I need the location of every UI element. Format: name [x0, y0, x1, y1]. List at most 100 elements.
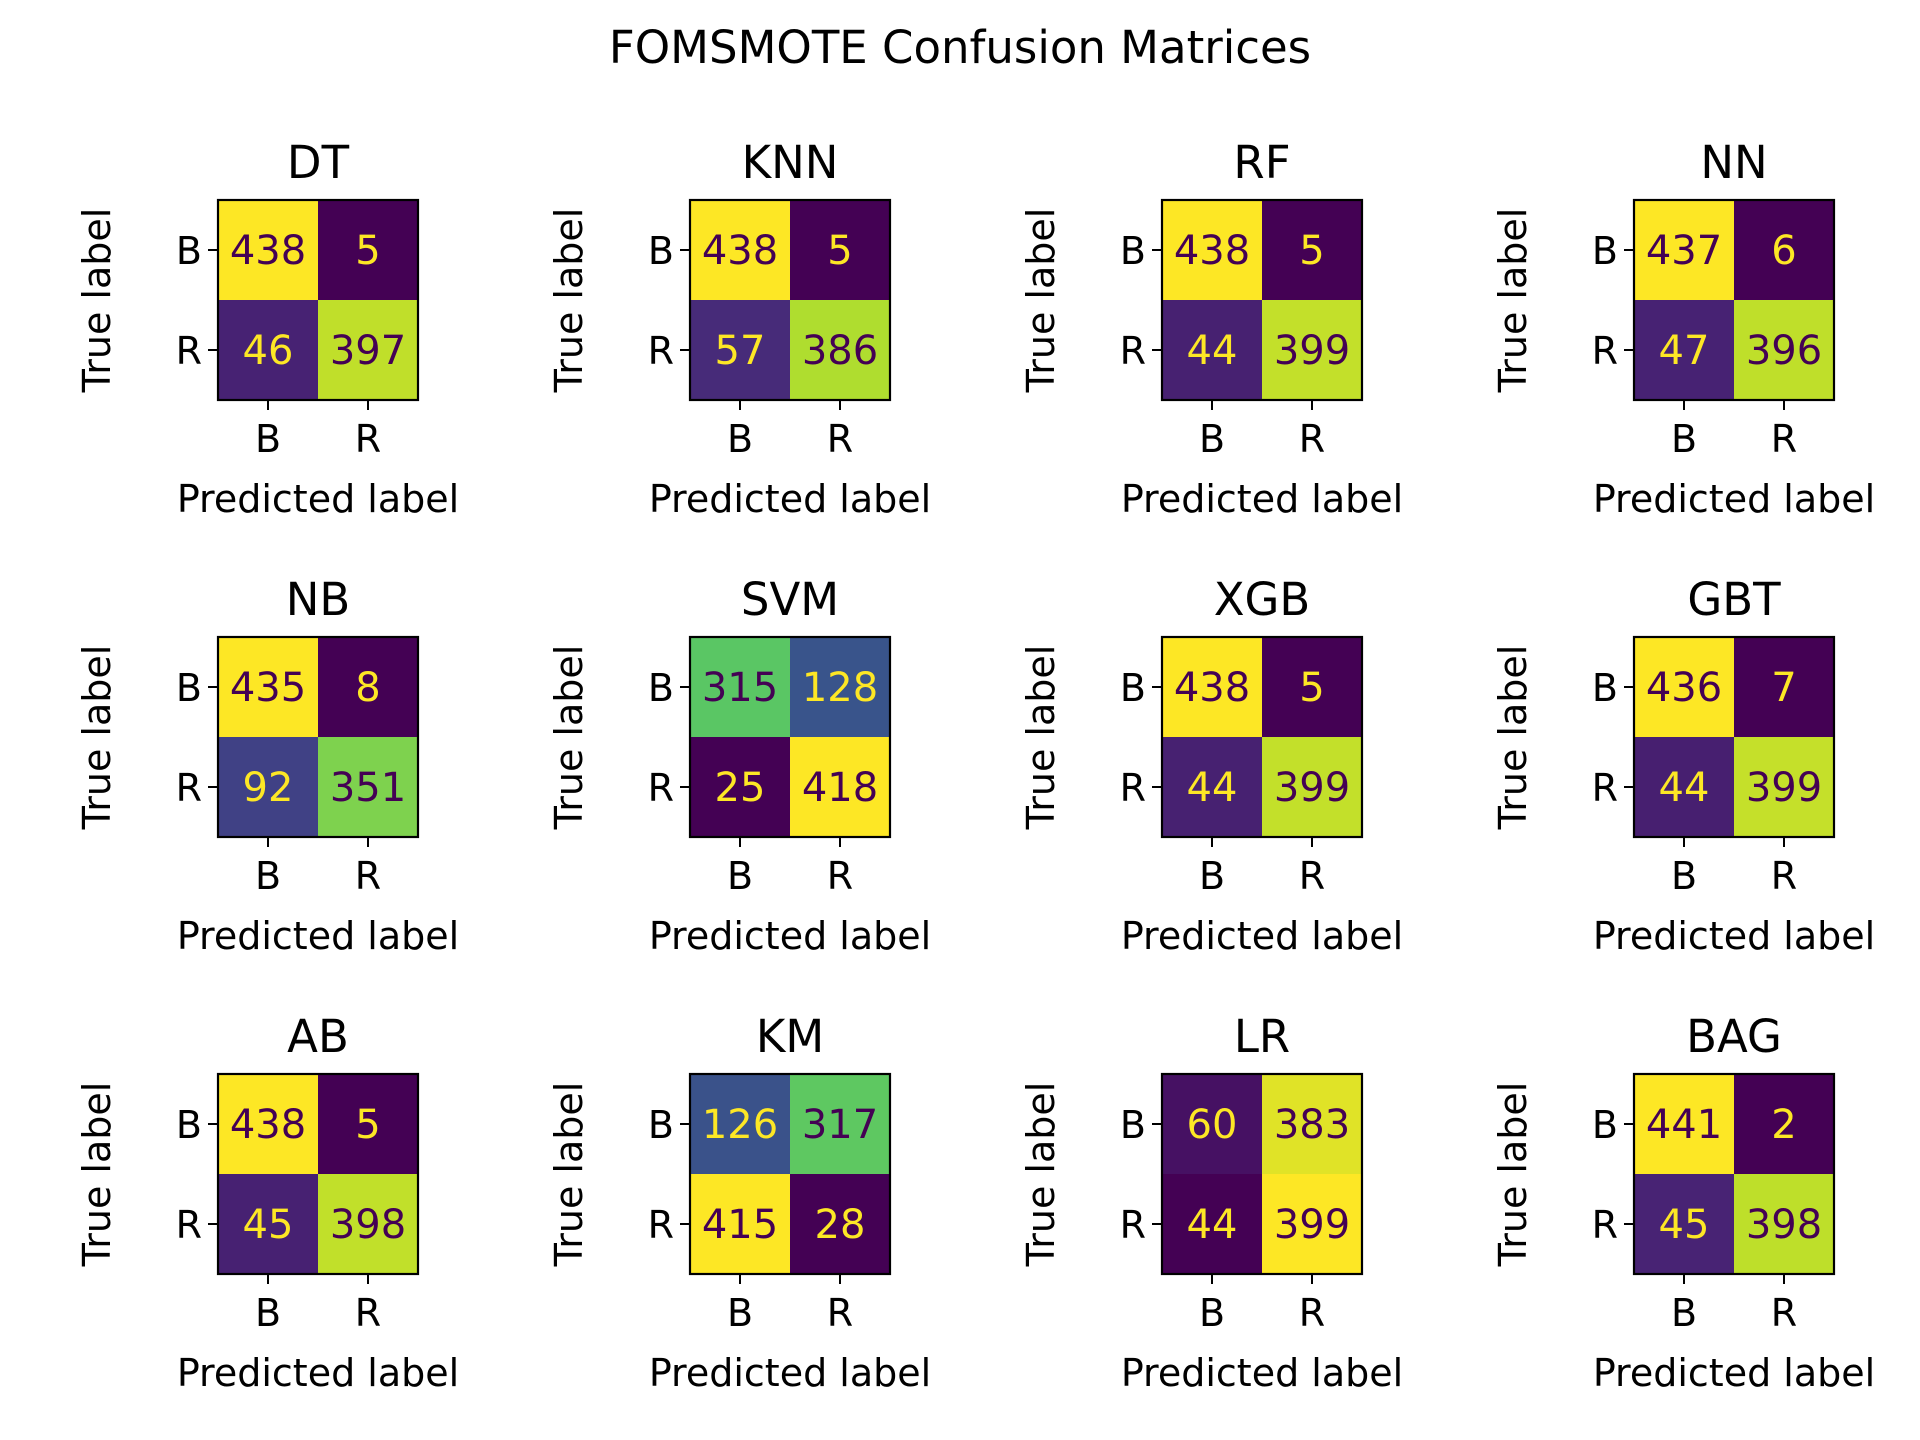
y-tick-label-svm-1: R — [648, 766, 674, 810]
matrix-frame-svm — [688, 635, 892, 839]
cell-lr-0-1 — [1262, 1074, 1362, 1174]
y-tick-label-gbt-1: R — [1592, 766, 1618, 810]
cell-svm-1-1 — [790, 737, 890, 837]
cell-rf-1-1 — [1262, 300, 1362, 400]
cell-gbt-0-1 — [1734, 637, 1834, 737]
x-tick-label-nb-1: R — [355, 854, 381, 898]
cell-value-xgb-0-0: 438 — [1174, 665, 1250, 711]
panel-title-xgb: XGB — [1214, 573, 1311, 626]
cell-value-knn-0-1: 5 — [827, 228, 852, 274]
cell-ab-0-0 — [218, 1074, 318, 1174]
cell-nn-0-0 — [1634, 200, 1734, 300]
cell-value-knn-1-0: 57 — [715, 328, 766, 374]
x-tick-label-dt-0: B — [255, 417, 281, 461]
y-tick-label-km-0: B — [648, 1103, 674, 1147]
x-tick-label-xgb-0: B — [1199, 854, 1225, 898]
cell-ab-1-1 — [318, 1174, 418, 1274]
cell-rf-0-0 — [1162, 200, 1262, 300]
matrix-frame-bag — [1632, 1072, 1836, 1276]
cell-value-rf-1-0: 44 — [1187, 328, 1238, 374]
cell-value-ab-0-0: 438 — [230, 1102, 306, 1148]
cell-value-lr-1-1: 399 — [1274, 1202, 1350, 1248]
panel-title-gbt: GBT — [1687, 573, 1781, 626]
cell-xgb-0-0 — [1162, 637, 1262, 737]
x-tick-label-gbt-0: B — [1671, 854, 1697, 898]
cell-bag-0-0 — [1634, 1074, 1734, 1174]
cell-svm-0-1 — [790, 637, 890, 737]
panel-title-km: KM — [756, 1010, 824, 1063]
y-tick-label-rf-1: R — [1120, 329, 1146, 373]
cell-value-svm-0-1: 128 — [802, 665, 878, 711]
cell-value-rf-0-1: 5 — [1299, 228, 1324, 274]
cell-value-nn-1-1: 396 — [1746, 328, 1822, 374]
cell-value-km-1-1: 28 — [815, 1202, 866, 1248]
panel-title-svm: SVM — [741, 573, 839, 626]
cell-bag-1-0 — [1634, 1174, 1734, 1274]
y-tick-label-nb-1: R — [176, 766, 202, 810]
cell-nb-1-0 — [218, 737, 318, 837]
x-tick-label-ab-0: B — [255, 1291, 281, 1335]
cell-bag-1-1 — [1734, 1174, 1834, 1274]
cell-gbt-0-0 — [1634, 637, 1734, 737]
panel-title-ab: AB — [287, 1010, 349, 1063]
x-axis-label-dt: Predicted label — [177, 477, 459, 521]
cell-value-rf-0-0: 438 — [1174, 228, 1250, 274]
cell-lr-0-0 — [1162, 1074, 1262, 1174]
cell-value-bag-0-1: 2 — [1771, 1102, 1796, 1148]
x-tick-label-gbt-1: R — [1771, 854, 1797, 898]
cell-value-gbt-1-0: 44 — [1659, 765, 1710, 811]
y-axis-label-rf: True label — [1019, 208, 1063, 394]
x-axis-label-ab: Predicted label — [177, 1351, 459, 1395]
cell-km-1-0 — [690, 1174, 790, 1274]
matrix-frame-ab — [216, 1072, 420, 1276]
x-axis-label-knn: Predicted label — [649, 477, 931, 521]
x-axis-label-gbt: Predicted label — [1593, 914, 1875, 958]
x-axis-label-nb: Predicted label — [177, 914, 459, 958]
y-axis-label-svm: True label — [547, 645, 591, 831]
cell-knn-0-0 — [690, 200, 790, 300]
cell-knn-0-1 — [790, 200, 890, 300]
x-tick-label-lr-0: B — [1199, 1291, 1225, 1335]
cell-km-0-0 — [690, 1074, 790, 1174]
panel-title-dt: DT — [287, 136, 350, 189]
matrix-frame-nb — [216, 635, 420, 839]
matrix-frame-nn — [1632, 198, 1836, 402]
panel-title-rf: RF — [1233, 136, 1290, 189]
matrix-frame-gbt — [1632, 635, 1836, 839]
y-tick-label-ab-0: B — [176, 1103, 202, 1147]
cell-dt-1-1 — [318, 300, 418, 400]
cell-value-lr-0-1: 383 — [1274, 1102, 1350, 1148]
panel-title-knn: KNN — [742, 136, 839, 189]
cell-ab-0-1 — [318, 1074, 418, 1174]
cell-xgb-1-0 — [1162, 737, 1262, 837]
y-tick-label-nn-1: R — [1592, 329, 1618, 373]
y-tick-label-lr-1: R — [1120, 1203, 1146, 1247]
cell-value-nb-0-0: 435 — [230, 665, 306, 711]
x-tick-label-km-0: B — [727, 1291, 753, 1335]
cell-value-nb-0-1: 8 — [355, 665, 380, 711]
cell-nn-0-1 — [1734, 200, 1834, 300]
y-tick-label-xgb-1: R — [1120, 766, 1146, 810]
y-tick-label-lr-0: B — [1120, 1103, 1146, 1147]
x-axis-label-nn: Predicted label — [1593, 477, 1875, 521]
x-tick-label-rf-0: B — [1199, 417, 1225, 461]
x-tick-label-knn-0: B — [727, 417, 753, 461]
cell-svm-0-0 — [690, 637, 790, 737]
cell-nn-1-1 — [1734, 300, 1834, 400]
cell-value-xgb-1-1: 399 — [1274, 765, 1350, 811]
matrix-frame-dt — [216, 198, 420, 402]
y-tick-label-dt-0: B — [176, 229, 202, 273]
x-tick-label-xgb-1: R — [1299, 854, 1325, 898]
x-tick-label-nn-1: R — [1771, 417, 1797, 461]
cell-value-gbt-1-1: 399 — [1746, 765, 1822, 811]
cell-value-km-0-0: 126 — [702, 1102, 778, 1148]
y-tick-label-nn-0: B — [1592, 229, 1618, 273]
x-axis-label-xgb: Predicted label — [1121, 914, 1403, 958]
x-axis-label-svm: Predicted label — [649, 914, 931, 958]
y-tick-label-dt-1: R — [176, 329, 202, 373]
cell-rf-0-1 — [1262, 200, 1362, 300]
x-tick-label-ab-1: R — [355, 1291, 381, 1335]
cell-value-ab-1-0: 45 — [243, 1202, 294, 1248]
y-tick-label-rf-0: B — [1120, 229, 1146, 273]
